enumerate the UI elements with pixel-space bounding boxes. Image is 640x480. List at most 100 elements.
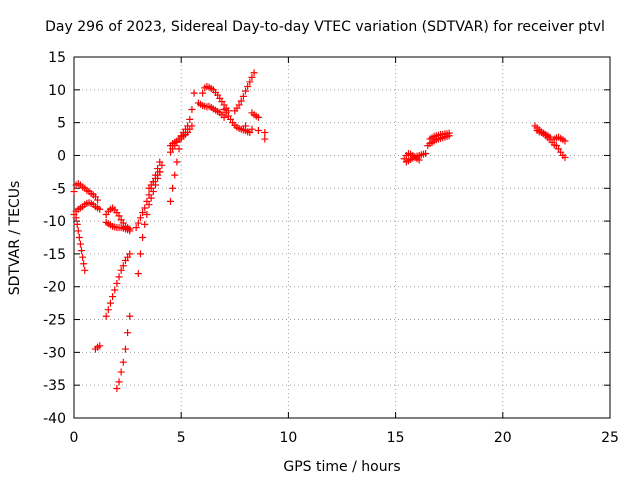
data-point bbox=[175, 145, 183, 153]
data-point bbox=[102, 312, 110, 320]
data-point bbox=[186, 115, 194, 123]
data-series bbox=[426, 129, 453, 143]
data-point bbox=[139, 209, 147, 217]
data-series bbox=[145, 168, 164, 192]
data-point bbox=[169, 184, 177, 192]
data-point bbox=[188, 122, 196, 130]
data-point bbox=[173, 158, 181, 166]
data-point bbox=[244, 83, 252, 91]
data-series bbox=[402, 149, 430, 166]
data-series bbox=[134, 161, 166, 278]
data-point bbox=[141, 220, 149, 228]
data-point bbox=[134, 219, 142, 227]
data-series bbox=[113, 312, 134, 392]
data-point bbox=[113, 384, 121, 392]
data-point bbox=[254, 113, 262, 121]
data-series bbox=[70, 211, 89, 274]
data-series bbox=[220, 106, 254, 136]
data-point bbox=[96, 342, 104, 350]
tick-marks bbox=[73, 56, 611, 419]
data-point bbox=[132, 224, 140, 232]
y-tick-label: -25 bbox=[43, 313, 66, 329]
data-point bbox=[109, 293, 117, 301]
y-tick-label: -30 bbox=[43, 345, 66, 361]
data-series bbox=[102, 250, 134, 320]
data-point bbox=[76, 240, 84, 248]
data-series bbox=[102, 218, 134, 235]
data-point bbox=[143, 211, 151, 219]
data-point bbox=[94, 196, 102, 204]
data-series bbox=[91, 342, 104, 353]
data-point bbox=[134, 270, 142, 278]
data-point bbox=[250, 69, 258, 77]
y-tick-label: 0 bbox=[57, 148, 66, 164]
data-point bbox=[81, 266, 89, 274]
data-series bbox=[231, 69, 258, 115]
x-tick-label: 20 bbox=[494, 430, 512, 446]
x-tick-label: 10 bbox=[279, 430, 297, 446]
x-tick-labels: 0 5 10 15 20 25 bbox=[70, 430, 619, 446]
data-series bbox=[102, 204, 134, 233]
data-point bbox=[117, 368, 125, 376]
data-point bbox=[242, 122, 250, 130]
data-series bbox=[400, 149, 423, 164]
data-point bbox=[70, 188, 78, 196]
data-point bbox=[261, 135, 269, 143]
data-point bbox=[190, 89, 198, 97]
plot-frame bbox=[73, 56, 611, 419]
data-point bbox=[73, 220, 81, 228]
data-point bbox=[106, 299, 114, 307]
data-point bbox=[242, 87, 250, 95]
data-point bbox=[445, 129, 453, 137]
data-series bbox=[550, 133, 569, 145]
data-series bbox=[72, 199, 104, 215]
data-point bbox=[145, 201, 153, 209]
data-point bbox=[171, 171, 179, 179]
x-axis-title: GPS time / hours bbox=[283, 459, 400, 475]
data-point bbox=[136, 250, 144, 258]
data-point bbox=[261, 128, 269, 136]
y-tick-label: 10 bbox=[48, 83, 66, 99]
data-point bbox=[124, 329, 132, 337]
data-point bbox=[188, 106, 196, 114]
data-point bbox=[96, 205, 104, 213]
y-tick-label: -15 bbox=[43, 247, 66, 263]
data-point bbox=[139, 234, 147, 241]
data-point bbox=[166, 197, 174, 205]
data-point bbox=[235, 101, 243, 109]
chart-title: Day 296 of 2023, Sidereal Day-to-day VTE… bbox=[45, 19, 605, 35]
data-point bbox=[199, 89, 207, 97]
data-point bbox=[78, 247, 86, 255]
data-series bbox=[242, 122, 269, 143]
data-point bbox=[126, 227, 134, 235]
grid-lines bbox=[74, 57, 610, 418]
data-point bbox=[74, 227, 82, 235]
data-series bbox=[552, 142, 569, 161]
data-series bbox=[533, 127, 554, 141]
data-point bbox=[546, 133, 554, 141]
data-point bbox=[121, 345, 129, 353]
data-point bbox=[239, 92, 247, 100]
data-point bbox=[422, 149, 430, 157]
x-tick-label: 25 bbox=[601, 430, 619, 446]
x-tick-label: 5 bbox=[177, 430, 186, 446]
data-point bbox=[113, 279, 121, 287]
data-point bbox=[111, 286, 119, 294]
y-tick-label: -20 bbox=[43, 280, 66, 296]
data-points bbox=[70, 69, 569, 392]
y-axis-title: SDTVAR / TECUs bbox=[7, 181, 23, 296]
data-point bbox=[156, 168, 164, 176]
data-point bbox=[141, 204, 149, 212]
data-point bbox=[126, 312, 134, 320]
data-series bbox=[194, 99, 228, 121]
data-point bbox=[561, 137, 569, 145]
data-point bbox=[254, 127, 262, 135]
data-point bbox=[72, 214, 80, 222]
data-point bbox=[149, 188, 157, 196]
data-point bbox=[248, 73, 256, 81]
data-point bbox=[248, 125, 256, 133]
data-point bbox=[115, 212, 123, 220]
data-point bbox=[119, 262, 127, 270]
y-tick-label: -35 bbox=[43, 378, 66, 394]
